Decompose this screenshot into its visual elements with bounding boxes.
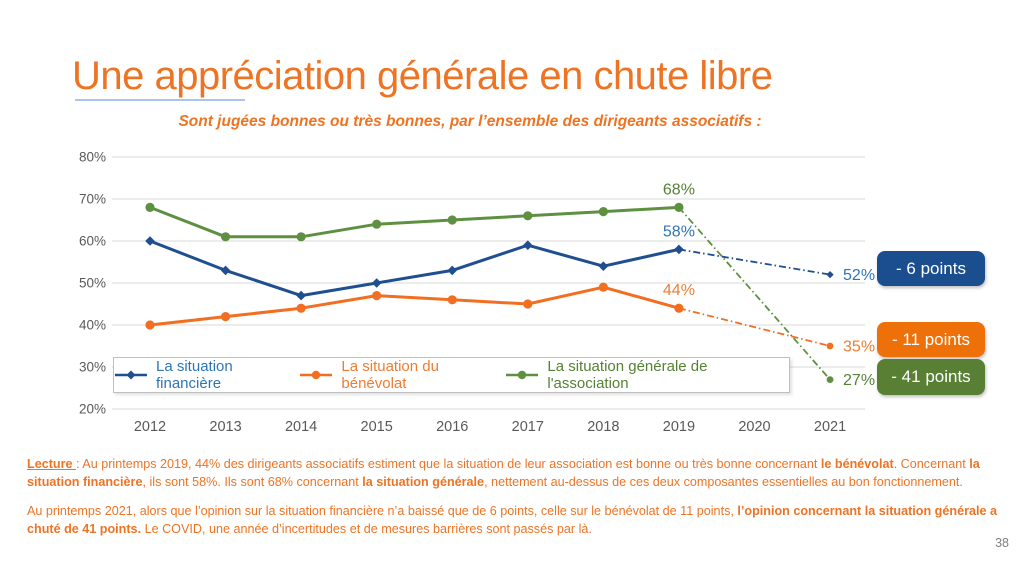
svg-text:52%: 52% [843,267,875,284]
svg-text:40%: 40% [79,318,106,333]
title-underline [75,99,245,101]
svg-text:44%: 44% [663,282,695,299]
orange-line-circle-marker-icon [299,369,333,381]
svg-text:27%: 27% [843,372,875,389]
svg-text:2021: 2021 [814,419,846,435]
legend-item-situation-generale: La situation générale de l'association [505,358,789,392]
badge-minus-11-points: - 11 points [877,322,985,357]
svg-text:70%: 70% [79,192,106,207]
svg-text:2020: 2020 [738,419,770,435]
svg-text:20%: 20% [79,402,106,417]
line-chart: 20% 30% 40% 50% 60% 70% 80% 2012 2013 2014 2015 201… [70,145,890,445]
svg-text:60%: 60% [79,234,106,249]
svg-text:2016: 2016 [436,419,468,435]
svg-text:2013: 2013 [209,419,241,435]
svg-text:2014: 2014 [285,419,317,435]
svg-text:50%: 50% [79,276,106,291]
svg-text:30%: 30% [79,360,106,375]
legend-item-situation-benevolat: La situation du bénévolat [299,358,505,392]
chart-subtitle: Sont jugées bonnes ou très bonnes, par l… [178,113,762,130]
svg-text:35%: 35% [843,339,875,356]
printemps-2021-paragraph: Au printemps 2021, alors que l’opinion s… [27,504,997,536]
line-chart-svg: 20% 30% 40% 50% 60% 70% 80% 2012 2013 2014 2015 201… [79,150,875,436]
svg-text:68%: 68% [663,181,695,198]
page-title: Une appréciation générale en chute libre [72,53,773,98]
svg-text:2018: 2018 [587,419,619,435]
legend-label: La situation générale de l'association [547,358,708,392]
legend-label: La situation financière [156,358,233,392]
green-line-circle-marker-icon [505,369,539,381]
svg-text:2019: 2019 [663,419,695,435]
svg-text:58%: 58% [663,223,695,240]
legend-item-situation-financiere: La situation financière [114,358,299,392]
lecture-paragraph: Lecture : Au printemps 2019, 44% des dir… [27,457,980,489]
badge-minus-6-points: - 6 points [877,251,985,286]
blue-line-diamond-marker-icon [114,369,148,381]
legend-label: La situation du bénévolat [341,358,439,392]
svg-text:2017: 2017 [512,419,544,435]
svg-text:2012: 2012 [134,419,166,435]
svg-text:2015: 2015 [361,419,393,435]
chart-legend: La situation financière La situation du … [113,357,790,393]
svg-text:80%: 80% [79,150,106,165]
page-number: 38 [995,536,1009,550]
badge-minus-41-points: - 41 points [877,359,985,395]
